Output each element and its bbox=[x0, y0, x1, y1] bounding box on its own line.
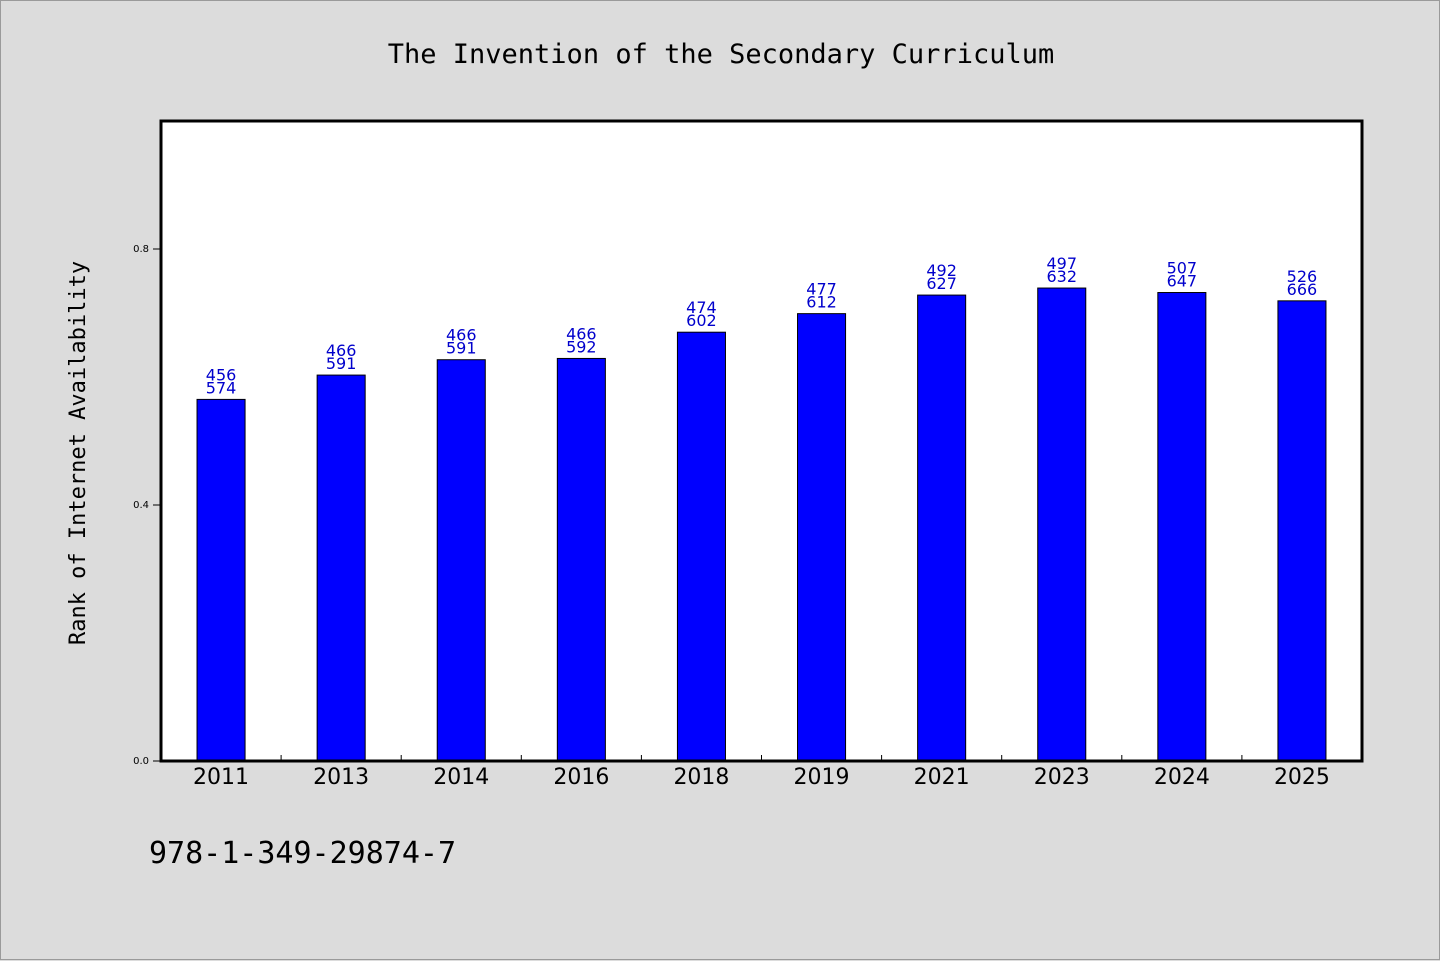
data-label-top: 474 bbox=[686, 298, 717, 317]
bar bbox=[1157, 292, 1207, 762]
data-label-bottom: 602 bbox=[686, 311, 717, 330]
x-tick-label: 2019 bbox=[794, 765, 850, 790]
data-label-bottom: 632 bbox=[1046, 267, 1077, 286]
chart-title: The Invention of the Secondary Curriculu… bbox=[388, 39, 1054, 70]
x-tick-label: 2025 bbox=[1274, 765, 1330, 790]
data-label-top: 526 bbox=[1287, 267, 1318, 286]
isbn-note: 978-1-349-29874-7 bbox=[149, 836, 456, 871]
y-axis-label: Rank of Internet Availability bbox=[66, 261, 91, 645]
data-label-bottom: 591 bbox=[446, 339, 477, 358]
x-tick-label: 2023 bbox=[1034, 765, 1090, 790]
data-label-top: 466 bbox=[326, 341, 357, 360]
x-tick-label: 2013 bbox=[313, 765, 369, 790]
data-label-top: 507 bbox=[1167, 259, 1198, 278]
bar bbox=[196, 398, 246, 762]
y-axis: 0.0 0.4 0.8 bbox=[133, 244, 161, 767]
x-axis: 2011 2013 2014 2016 2018 2019 2021 2023 2024 2025 bbox=[193, 755, 1330, 790]
bar bbox=[436, 359, 486, 762]
bar bbox=[556, 357, 606, 762]
data-label-bottom: 592 bbox=[566, 337, 597, 356]
data-label-bottom: 574 bbox=[206, 378, 237, 397]
x-tick-label: 2021 bbox=[914, 765, 970, 790]
y-tick-label: 0.8 bbox=[133, 244, 149, 255]
x-tick-label: 2011 bbox=[193, 765, 249, 790]
bar bbox=[316, 374, 366, 762]
data-label-top: 466 bbox=[566, 324, 597, 343]
bar bbox=[676, 331, 726, 762]
y-tick-label: 0.4 bbox=[133, 500, 149, 511]
data-label-bottom: 666 bbox=[1287, 280, 1318, 299]
bar bbox=[917, 294, 967, 762]
x-tick-label: 2024 bbox=[1154, 765, 1210, 790]
data-label-bottom: 612 bbox=[806, 293, 837, 312]
data-labels-layer: 4565744665914665914665924746024776124926… bbox=[206, 254, 1317, 397]
bar bbox=[1037, 287, 1087, 762]
data-label-top: 492 bbox=[926, 261, 957, 280]
bar bbox=[1277, 300, 1327, 762]
data-label-top: 497 bbox=[1046, 254, 1077, 273]
bars-layer bbox=[196, 287, 1327, 762]
data-label-top: 477 bbox=[806, 280, 837, 299]
data-label-bottom: 627 bbox=[926, 274, 957, 293]
y-tick-label: 0.0 bbox=[133, 756, 149, 767]
x-tick-label: 2016 bbox=[553, 765, 609, 790]
data-label-top: 466 bbox=[446, 326, 477, 345]
x-tick-label: 2018 bbox=[673, 765, 729, 790]
x-tick-label: 2014 bbox=[433, 765, 489, 790]
data-label-bottom: 647 bbox=[1167, 272, 1198, 291]
data-label-top: 456 bbox=[206, 365, 237, 384]
bar bbox=[797, 313, 847, 762]
data-label-bottom: 591 bbox=[326, 354, 357, 373]
